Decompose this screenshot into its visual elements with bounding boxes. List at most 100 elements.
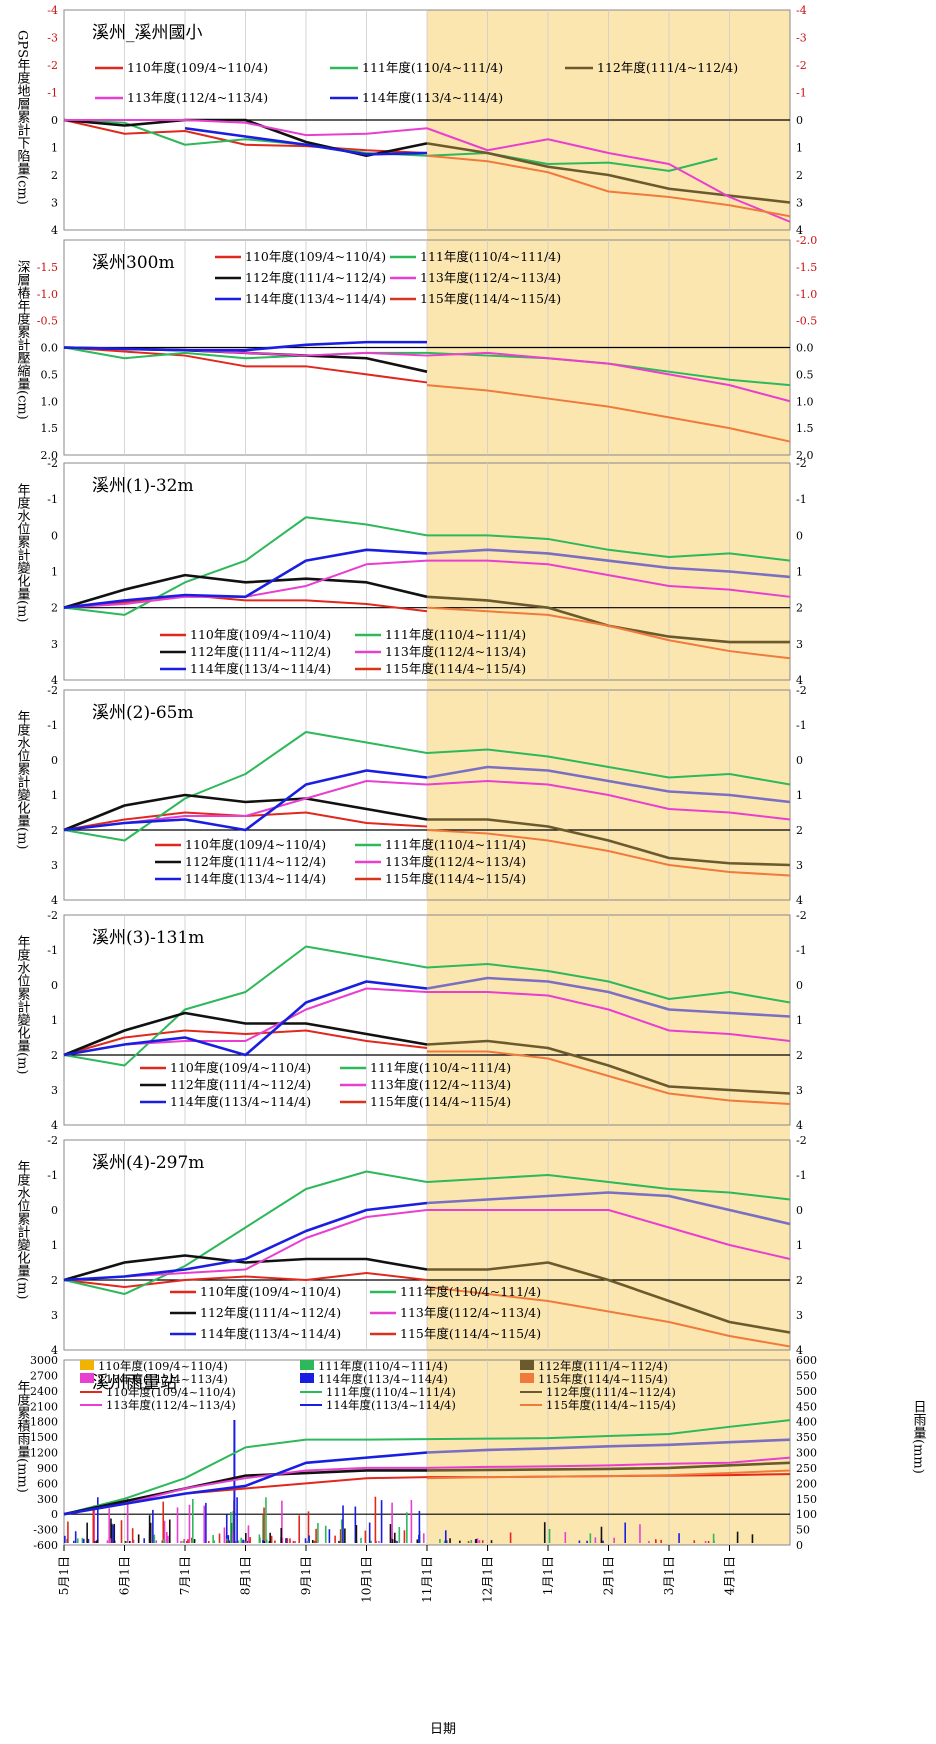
rain-bar [470,1540,473,1543]
series-line [63,1438,428,1516]
tick-label-left: 1800 [30,1416,58,1429]
legend-label: 113年度(112/4~113/4) [385,644,526,659]
tick-label-left: 4 [51,894,58,907]
rain-bar [234,1540,237,1543]
series-line [63,1170,428,1295]
tick-label-right: 3 [796,197,803,210]
series-line [426,976,791,1018]
tick-label-right: 0 [796,1539,803,1552]
tick-label-right: 2.0 [796,449,814,462]
rain-bar [188,1504,191,1543]
tick-label-left: -600 [33,1539,58,1552]
tick-label-left: -1 [47,1169,58,1182]
tick-label-right: 0 [796,1204,803,1217]
rain-bar [396,1540,398,1543]
rain-bar [600,1526,603,1543]
rain-bar [712,1533,715,1543]
rain-bar [109,1538,112,1543]
rain-bar [226,1538,228,1543]
series-112年度(111/4~112/4) [63,1254,791,1334]
series-line [63,548,428,609]
series-line [64,119,428,137]
tick-label-right: -2.0 [796,234,817,247]
rain-bar [269,1532,271,1543]
rain-bar [355,1525,358,1543]
x-tick-label: 2月1日 [602,1556,616,1595]
series-line [426,351,791,403]
panel-w297: -2 -1 0 1 2 3 4 -2 -1 0 1 2 3 4 溪州(4)-297m 年度水位累計變化量(m)… [15,1134,807,1357]
series-line [426,606,791,660]
legend-entry: 112年度(111/4~112/4) [155,854,326,869]
rain-bar [263,1540,266,1543]
series-110年度(109/4~110/4) [63,1029,428,1056]
legend-entry: 115年度(114/4~115/4) [355,661,526,676]
legend-entry: 115年度(114/4~115/4) [355,871,526,886]
tick-label-left: 4 [51,674,58,687]
rain-bar [286,1538,289,1543]
tick-label-left: -1 [47,944,58,957]
rain-bar [594,1537,597,1543]
tick-label-right: 50 [796,1524,810,1537]
series-111年度(110/4~111/4) [63,945,791,1067]
series-112年度(111/4~112/4) [63,1011,791,1095]
legend-label: 113年度(112/4~113/4) [370,1077,511,1092]
rain-bar [294,1540,296,1543]
legend-entry: 113年度(112/4~113/4) [370,1305,541,1320]
rain-bar [439,1538,441,1543]
rain-bar [186,1540,188,1543]
tick-label-right: 2 [796,824,803,837]
legend-entry: 112年度(111/4~112/4) [565,60,738,75]
tick-label-right: -1 [796,1169,807,1182]
legend-entry: 115年度(114/4~115/4) [390,291,561,306]
tick-label-right: -3 [796,32,807,45]
tick-label-right: -2 [796,1134,807,1147]
legend-entry: 113年度(112/4~113/4) [80,1372,228,1386]
rain-bar [639,1524,641,1543]
tick-label-right: -1 [796,87,807,100]
rain-bar [274,1540,276,1543]
rain-bar [193,1539,196,1543]
series-111年度(110/4~111/4) [63,1170,791,1295]
tick-label-left: 2700 [30,1369,58,1382]
legend-entry: 114年度(113/4~114/4) [160,661,331,676]
x-tick-label: 3月1日 [662,1556,676,1595]
rain-bar [368,1522,371,1543]
tick-label-right: 4 [796,894,803,907]
tick-label-right: -1.0 [796,288,817,301]
series-line [427,559,791,598]
tick-label-right: 2 [796,1274,803,1287]
legend-label: 113年度(112/4~113/4) [106,1398,236,1412]
legend-label: 111年度(110/4~111/4) [370,1060,511,1075]
series-115年度(114/4~115/4) [426,606,791,660]
tick-label-right: 4 [796,1344,803,1357]
tick-label-right: 1 [796,1239,803,1252]
rain-bar [228,1540,231,1543]
tick-label-left: 1 [51,1239,58,1252]
tick-label-left: 2 [51,602,58,615]
rain-bar [187,1539,189,1543]
y-axis-label: GPS年度地層累計下陷量(cm) [15,30,31,205]
tick-label-left: 1 [51,1014,58,1027]
rain-bar [242,1539,244,1543]
rain-bar [120,1520,123,1543]
rain-bar [87,1538,90,1543]
rain-bar [129,1540,131,1543]
series-113年度(112/4~113/4) [64,119,791,223]
rain-bar [624,1522,627,1543]
rain-bar [73,1540,75,1543]
rain-bar [307,1540,309,1543]
rain-bar [93,1505,95,1543]
rain-bar [110,1523,113,1543]
series-112年度(111/4~112/4) [63,118,791,204]
rain-bar [344,1528,346,1543]
legend-label: 114年度(113/4~114/4) [245,291,386,306]
tick-label-left: 1.5 [41,422,59,435]
tick-label-left: -1 [47,87,58,100]
rain-bar [543,1522,546,1543]
legend-label: 114年度(113/4~114/4) [185,871,326,886]
y-axis-label: 年度水位累計變化量(m) [15,1160,31,1299]
rain-bar [249,1537,251,1543]
rain-bar [165,1531,168,1543]
